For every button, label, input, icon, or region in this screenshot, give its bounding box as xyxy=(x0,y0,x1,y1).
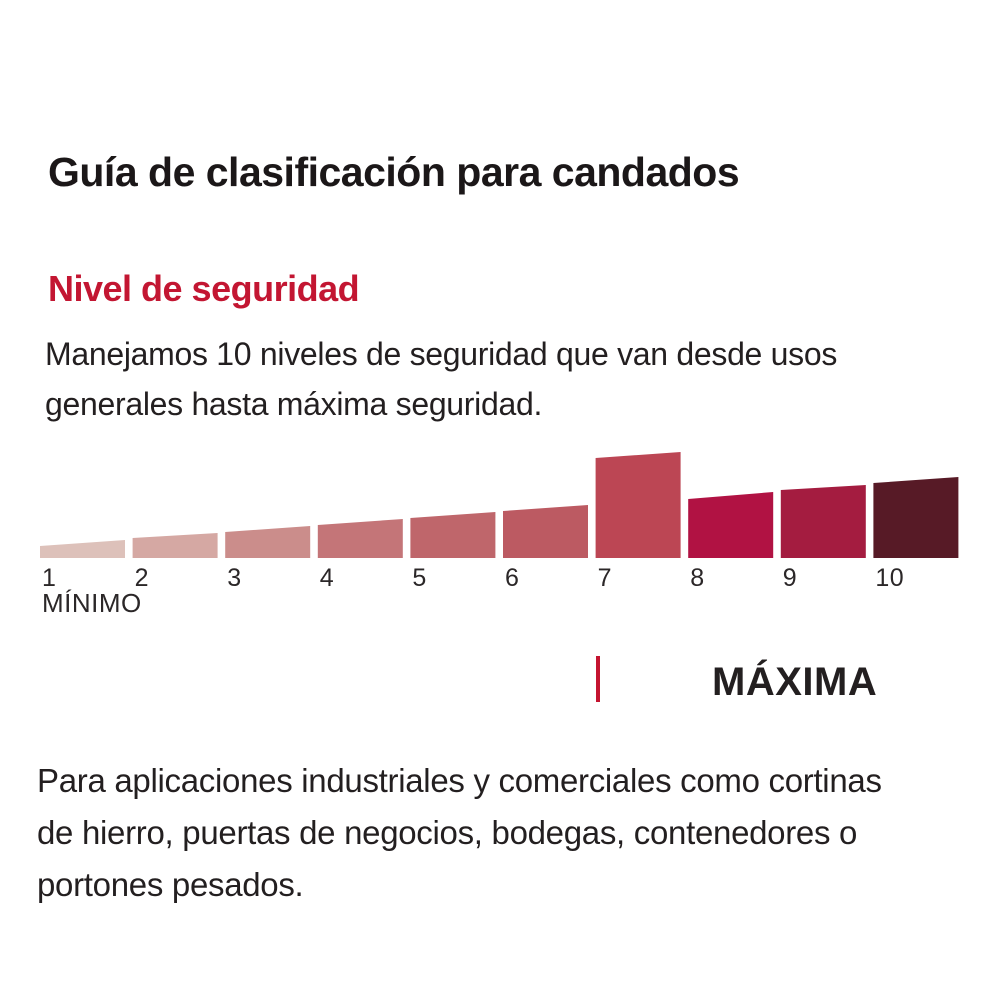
bar-level-7 xyxy=(595,452,681,558)
section-heading: Nivel de seguridad xyxy=(48,267,360,309)
bar-level-5 xyxy=(410,512,496,558)
bar-level-4 xyxy=(317,519,403,558)
bar-level-9 xyxy=(780,485,866,558)
bar-label-9: 9 xyxy=(782,564,798,592)
bar-label-7: 7 xyxy=(597,564,612,592)
security-bars-svg xyxy=(40,452,959,558)
bar-level-1 xyxy=(40,540,125,558)
page-title: Guía de clasificación para candados xyxy=(48,149,740,196)
bar-label-6: 6 xyxy=(505,564,520,592)
bar-level-10 xyxy=(873,477,959,558)
bar-label-1: 1 xyxy=(42,564,57,592)
bar-label-2: 2 xyxy=(134,564,149,592)
bar-level-3 xyxy=(225,526,311,558)
bar-level-8 xyxy=(688,492,774,558)
bar-label-3: 3 xyxy=(227,564,242,592)
level-marker xyxy=(596,656,600,702)
bar-label-8: 8 xyxy=(690,564,705,592)
security-level-chart: 1 2 3 4 5 6 7 8 9 10 xyxy=(40,440,960,615)
minimum-label: MÍNIMO xyxy=(42,588,142,618)
bar-label-10: 10 xyxy=(875,564,905,592)
bar-level-2 xyxy=(132,533,218,558)
bar-label-4: 4 xyxy=(319,564,335,592)
maximum-label: MÁXIMA xyxy=(712,660,878,704)
applications-paragraph: Para aplicaciones industriales y comerci… xyxy=(37,762,882,903)
bar-label-5: 5 xyxy=(412,564,427,592)
bar-labels: 1 2 3 4 5 6 7 8 9 10 xyxy=(40,564,960,592)
bar-level-6 xyxy=(503,505,588,558)
intro-paragraph: Manejamos 10 niveles de seguridad que va… xyxy=(45,336,838,422)
